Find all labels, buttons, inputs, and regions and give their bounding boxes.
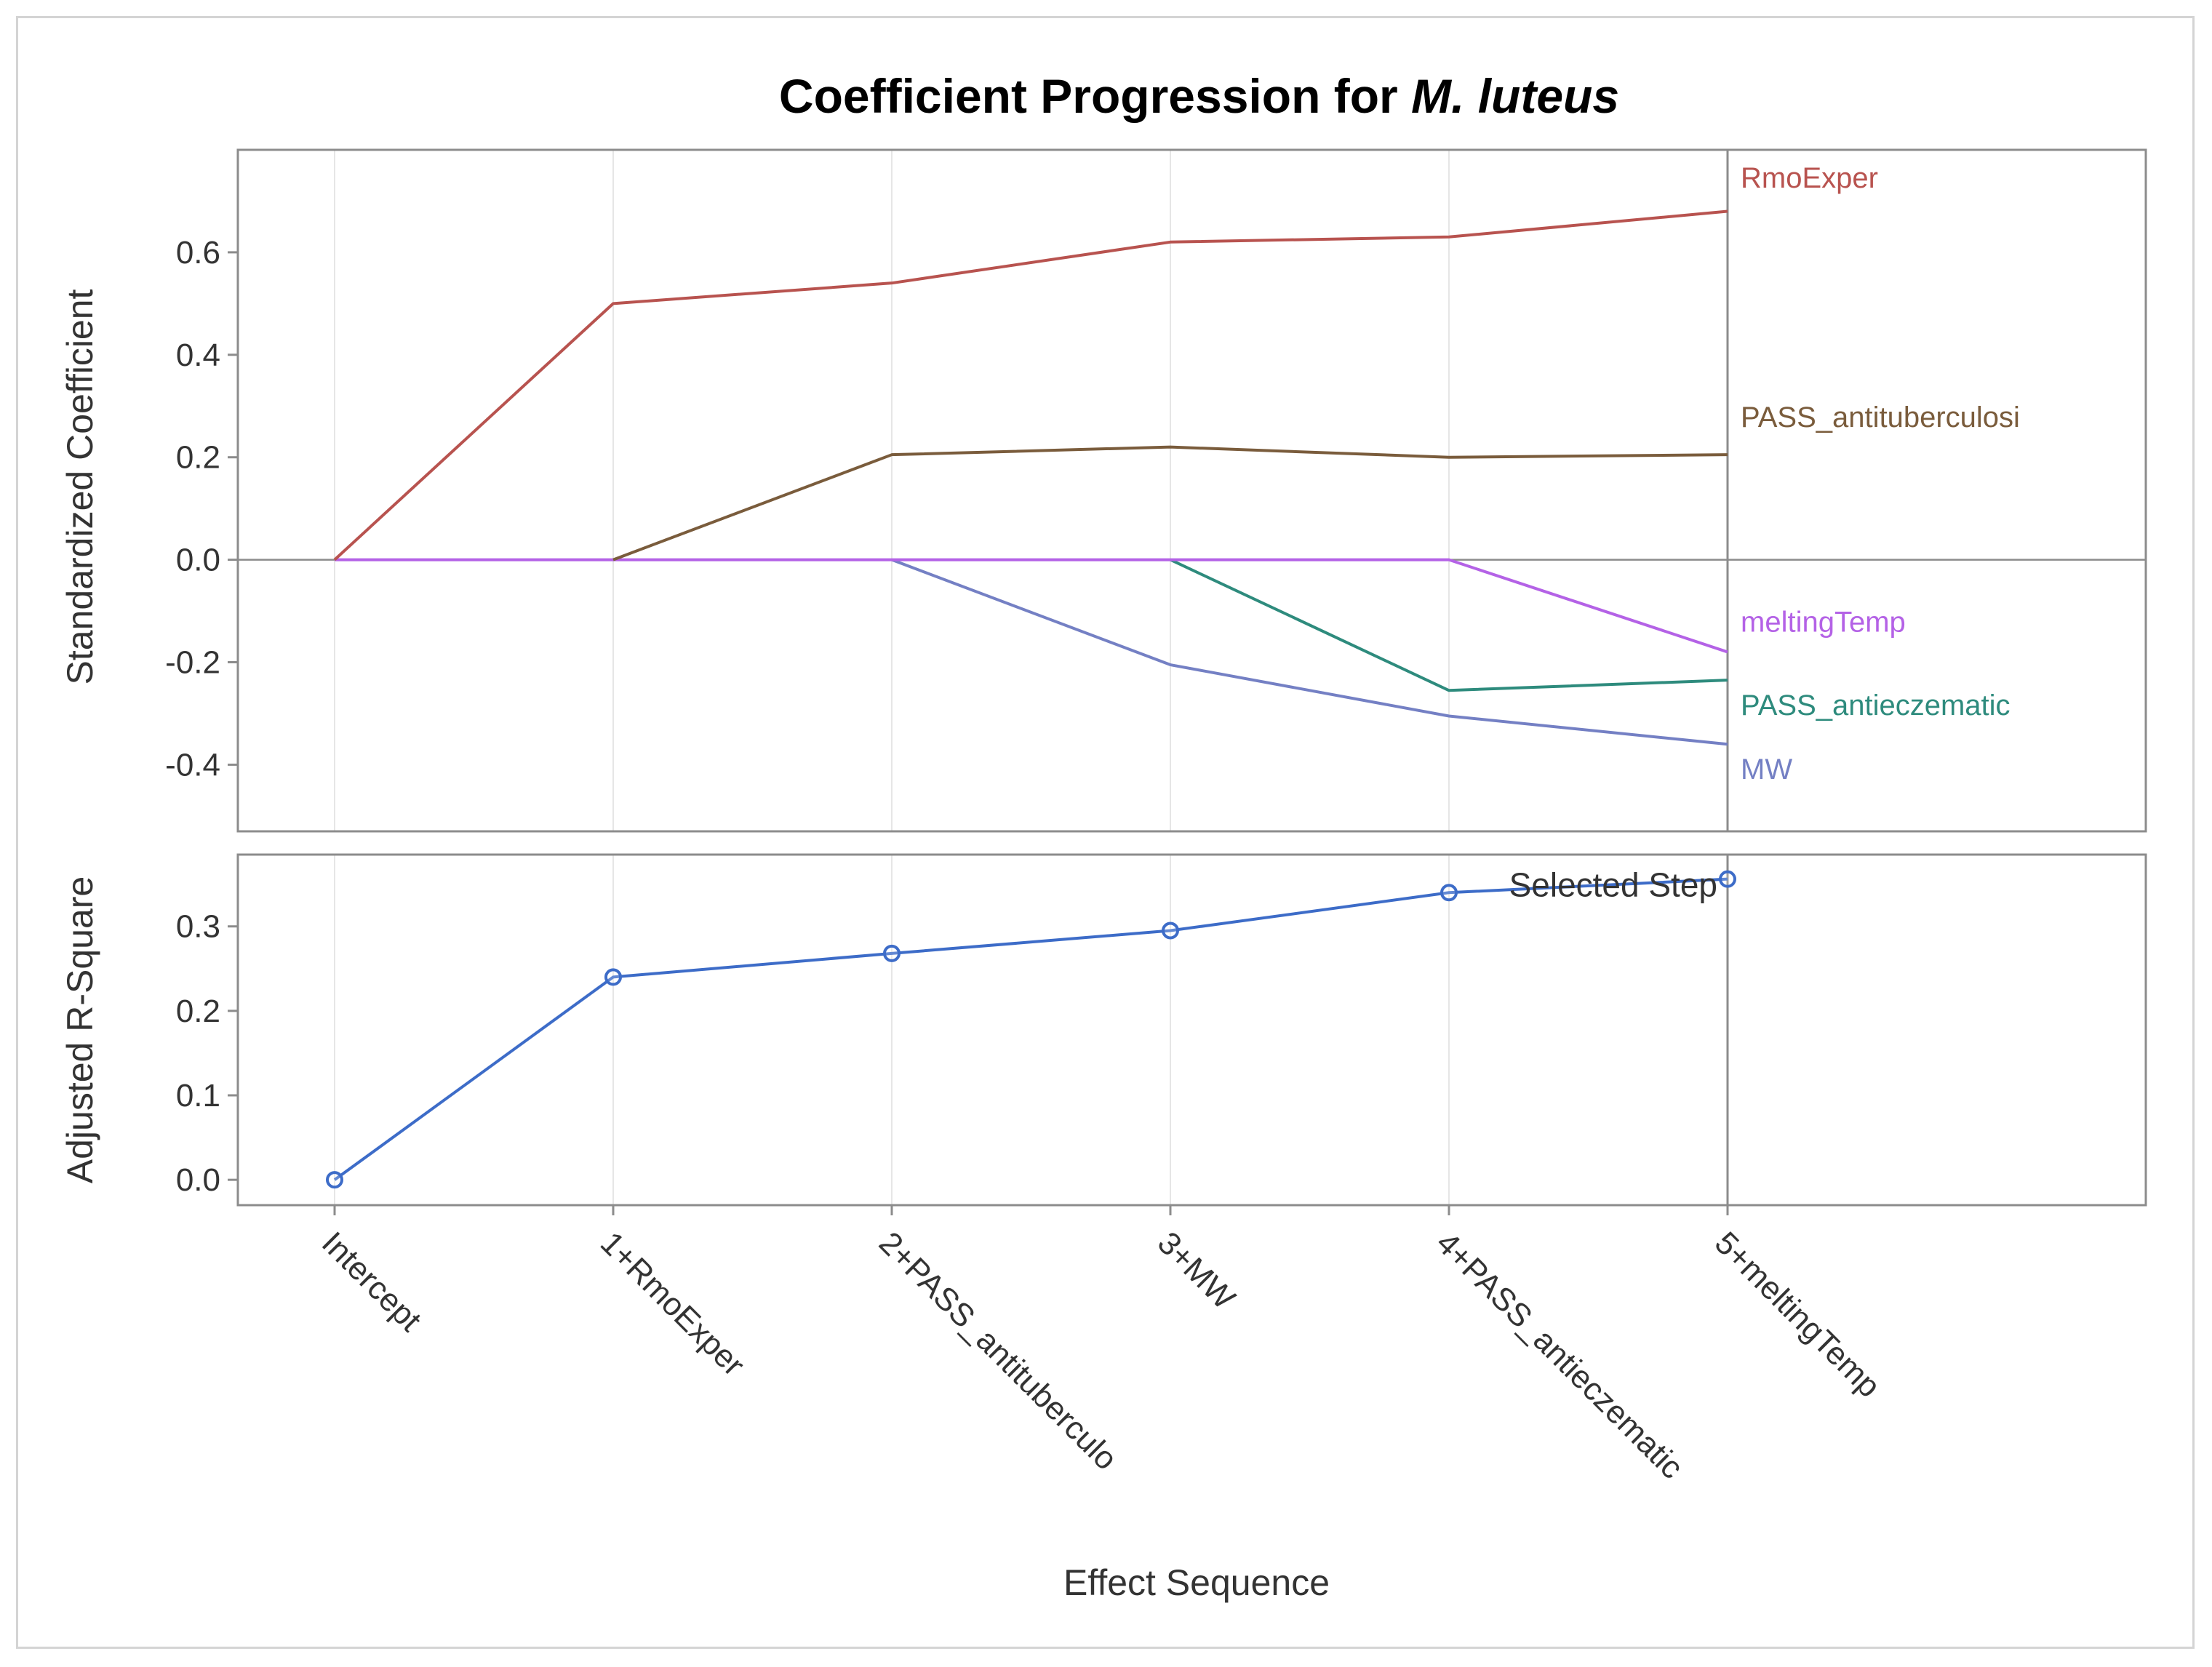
y-tick-label: 0.3 xyxy=(176,909,220,945)
x-axis: Intercept 1+RmoExper 2+PASS_antituberculo 3… xyxy=(315,1205,1888,1486)
y-tick-label: 0.0 xyxy=(176,1162,220,1198)
rsquare-point xyxy=(1719,870,1736,888)
rsquare-series-group xyxy=(326,870,1736,1189)
x-tick-label: 2+PASS_antituberculo xyxy=(872,1225,1124,1476)
rsquare-point xyxy=(1162,922,1179,940)
rsquare-y-axis-label: Adjusted R-Square xyxy=(60,876,100,1183)
selected-step-annotation: Selected Step xyxy=(1509,866,1717,904)
series-line-pass-antituberculosi xyxy=(612,445,1728,561)
y-tick-label: 0.2 xyxy=(176,440,220,476)
coefficient-y-ticks: -0.4 -0.2 0.0 0.2 0.4 0.6 xyxy=(165,235,238,783)
y-tick-label: 0.1 xyxy=(176,1078,220,1114)
series-line-pass-antieczematic xyxy=(1170,558,1728,692)
rsquare-point xyxy=(326,1171,343,1189)
y-tick-label: 0.0 xyxy=(176,543,220,578)
series-line-rmoexper xyxy=(333,209,1728,561)
series-label-meltingtemp: meltingTemp xyxy=(1741,606,1906,638)
x-tick-label: 1+RmoExper xyxy=(594,1225,751,1383)
x-tick-label: 4+PASS_antieczematic xyxy=(1429,1225,1690,1485)
rsquare-point xyxy=(604,968,622,986)
rsquare-y-ticks: 0.0 0.1 0.2 0.3 xyxy=(176,909,238,1198)
rsquare-point xyxy=(883,944,901,962)
coefficient-grid xyxy=(334,150,1729,831)
rsquare-line xyxy=(333,877,1728,1181)
rsquare-point xyxy=(1440,884,1458,902)
rsquare-panel-border xyxy=(236,853,2147,1207)
chart: Coefficient Progression for M. luteus Rm… xyxy=(60,69,2147,1603)
coefficient-series-labels: RmoExper PASS_antituberculosi meltingTemp P… xyxy=(1741,162,2020,785)
y-tick-label: -0.2 xyxy=(165,645,220,681)
x-axis-label: Effect Sequence xyxy=(1063,1562,1330,1603)
x-tick-label: 3+MW xyxy=(1151,1225,1242,1316)
chart-title: Coefficient Progression for M. luteus xyxy=(779,69,1619,123)
coefficient-series-group xyxy=(333,209,1728,746)
y-tick-label: 0.4 xyxy=(176,337,220,373)
coefficient-panel-border xyxy=(236,148,2147,833)
x-tick-label: 5+meltingTemp xyxy=(1708,1225,1888,1404)
y-tick-label: 0.2 xyxy=(176,994,220,1029)
chart-title-main: Coefficient Progression for xyxy=(779,69,1398,123)
y-tick-label: -0.4 xyxy=(165,747,220,783)
series-label-pass-antituberculosi: PASS_antituberculosi xyxy=(1741,401,2020,433)
series-label-rmoexper: RmoExper xyxy=(1741,162,1878,194)
rsquare-panel: 0.0 0.1 0.2 0.3 Adjusted R-Square Selected … xyxy=(60,853,2147,1207)
series-line-mw xyxy=(891,558,1728,746)
series-line-meltingtemp xyxy=(335,558,1728,654)
rsquare-grid xyxy=(334,855,1729,1205)
coefficient-panel: RmoExper PASS_antituberculosi meltingTemp P… xyxy=(60,148,2147,833)
series-label-mw: MW xyxy=(1741,753,1792,785)
x-tick-label: Intercept xyxy=(315,1225,428,1338)
y-tick-label: 0.6 xyxy=(176,235,220,271)
coefficient-y-axis-label: Standardized Coefficient xyxy=(60,289,100,684)
chart-title-italic: M. luteus xyxy=(1411,69,1619,123)
figure-frame: Coefficient Progression for M. luteus Rm… xyxy=(16,16,2195,1649)
series-label-pass-antieczematic: PASS_antieczematic xyxy=(1741,689,2011,721)
